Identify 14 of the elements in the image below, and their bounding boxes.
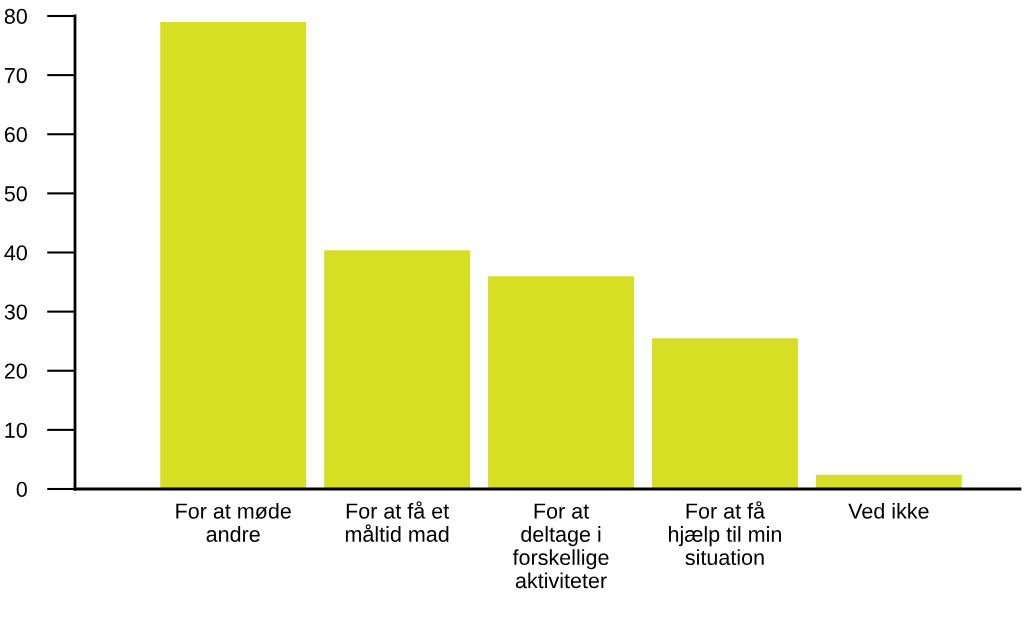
x-tick-label: For at deltage i forskellige aktiviteter [512,503,609,589]
y-tick-label: 0 [16,481,27,498]
x-tick-label: For at møde andre [176,502,291,542]
y-tick-label: 60 [4,127,27,143]
y-tick-label: 10 [5,422,27,438]
y-tick-label: 50 [4,186,27,202]
y-tick-label: 70 [4,67,27,84]
y-tick-label: 40 [4,245,27,261]
x-tick-label: For at få et måltid mad [345,501,449,542]
x-tick-label: Ved ikke [848,502,929,519]
y-tick-label: 20 [4,363,27,379]
y-tick-label: 80 [4,8,27,25]
x-tick-label: For at få hjælp til min situation [669,501,781,566]
y-tick-label: 30 [4,304,27,320]
